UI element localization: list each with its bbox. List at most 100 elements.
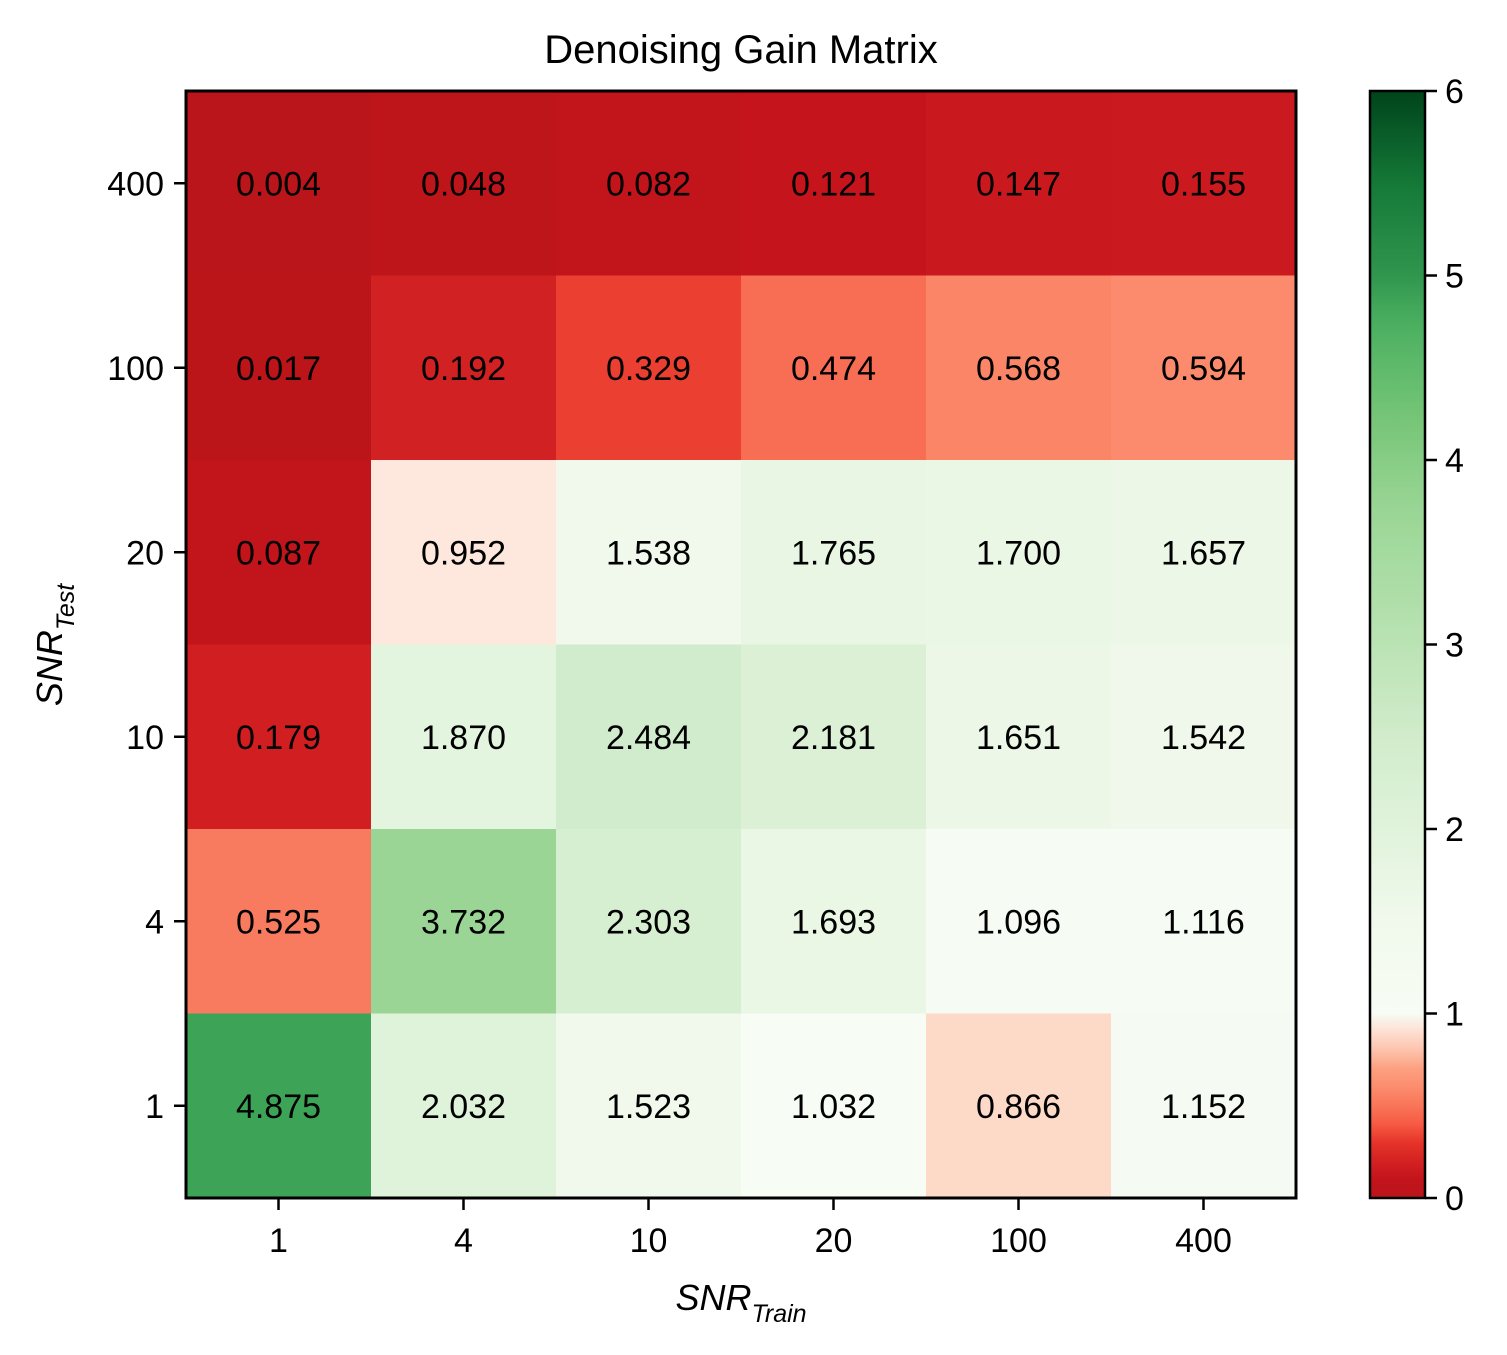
cell-value-label: 0.155	[1161, 165, 1246, 203]
heatmap-cell	[186, 644, 372, 830]
cell-value-label: 0.147	[976, 165, 1061, 203]
cell-value-label: 1.765	[791, 534, 876, 572]
heatmap-cell	[371, 91, 557, 276]
cell-value-label: 0.525	[236, 903, 321, 941]
heatmap-cell	[741, 91, 927, 276]
cell-value-label: 2.484	[606, 719, 691, 757]
heatmap-cell	[926, 460, 1112, 645]
x-axis-ticks: 1 4 10 20 100 400	[269, 1198, 1232, 1260]
heatmap-cell	[1111, 275, 1297, 461]
colorbar-tick-label: 6	[1445, 73, 1464, 111]
y-tick-label: 4	[145, 903, 164, 941]
heatmap-cell	[741, 1013, 927, 1199]
heatmap-cell	[186, 91, 372, 276]
heatmap-cell	[371, 275, 557, 461]
colorbar-tick-label: 5	[1445, 258, 1464, 296]
heatmap-cell	[371, 460, 557, 645]
heatmap-cell	[926, 91, 1112, 276]
heatmap-cell-labels: 0.004 0.048 0.082 0.121 0.147 0.155 0.017 0.192…	[236, 165, 1246, 1126]
cell-value-label: 0.082	[606, 165, 691, 203]
heatmap-cell	[371, 1013, 557, 1199]
cell-value-label: 1.870	[421, 719, 506, 757]
x-tick-label: 4	[454, 1222, 473, 1260]
cell-value-label: 1.542	[1161, 719, 1246, 757]
y-axis-label: SNRTest	[29, 583, 80, 706]
cell-value-label: 0.087	[236, 534, 321, 572]
heatmap-cell	[741, 829, 927, 1014]
cell-value-label: 0.568	[976, 350, 1061, 388]
heatmap-cell	[926, 275, 1112, 461]
heatmap-cell	[1111, 460, 1297, 645]
heatmap-cell	[926, 829, 1112, 1014]
heatmap-cell	[1111, 91, 1297, 276]
heatmap-cell	[1111, 1013, 1297, 1199]
cell-value-label: 0.179	[236, 719, 321, 757]
heatmap-cell	[926, 644, 1112, 830]
heatmap-cell	[741, 460, 927, 645]
cell-value-label: 2.032	[421, 1088, 506, 1126]
cell-value-label: 0.474	[791, 350, 876, 388]
colorbar-tick-label: 0	[1445, 1180, 1464, 1218]
heatmap-cell	[741, 275, 927, 461]
chart-title: Denoising Gain Matrix	[544, 28, 938, 72]
y-axis-ticks: 400 100 20 10 4 1	[107, 165, 186, 1126]
cell-value-label: 1.700	[976, 534, 1061, 572]
cell-value-label: 0.004	[236, 165, 321, 203]
heatmap-cell	[186, 1013, 372, 1199]
cell-value-label: 2.181	[791, 719, 876, 757]
cell-value-label: 1.651	[976, 719, 1061, 757]
heatmap-cell	[556, 1013, 742, 1199]
heatmap-cell	[556, 91, 742, 276]
cell-value-label: 3.732	[421, 903, 506, 941]
x-axis-label-subscript: Train	[751, 1300, 806, 1328]
cell-value-label: 0.121	[791, 165, 876, 203]
cell-value-label: 1.032	[791, 1088, 876, 1126]
heatmap-cells	[186, 91, 1297, 1199]
cell-value-label: 1.523	[606, 1088, 691, 1126]
cell-value-label: 0.048	[421, 165, 506, 203]
cell-value-label: 1.152	[1161, 1088, 1246, 1126]
colorbar	[1368, 89, 1427, 1200]
colorbar-tick-label: 4	[1445, 442, 1464, 480]
heatmap-cell	[186, 275, 372, 461]
cell-value-label: 0.594	[1161, 350, 1246, 388]
colorbar-ticks: 0 1 2 3 4 5 6	[1425, 73, 1464, 1218]
heatmap-cell	[556, 460, 742, 645]
y-axis-label-base: SNR	[29, 630, 70, 706]
x-axis-label: SNRTrain	[675, 1277, 806, 1328]
heatmap-cell	[186, 829, 372, 1014]
heatmap-cell	[556, 644, 742, 830]
heatmap-cell	[1111, 644, 1297, 830]
cell-value-label: 0.192	[421, 350, 506, 388]
heatmap-cell	[371, 829, 557, 1014]
y-axis-label-subscript: Test	[52, 583, 80, 630]
x-axis-label-base: SNR	[675, 1277, 751, 1318]
cell-value-label: 0.017	[236, 350, 321, 388]
x-tick-label: 20	[815, 1222, 853, 1260]
y-tick-label: 10	[126, 719, 164, 757]
heatmap-cell	[186, 460, 372, 645]
colorbar-tick-label: 1	[1445, 996, 1464, 1034]
cell-value-label: 1.538	[606, 534, 691, 572]
heatmap-cell	[926, 1013, 1112, 1199]
heatmap-cell	[1111, 829, 1297, 1014]
y-tick-label: 20	[126, 534, 164, 572]
cell-value-label: 2.303	[606, 903, 691, 941]
x-tick-label: 10	[630, 1222, 668, 1260]
cell-value-label: 4.875	[236, 1088, 321, 1126]
y-tick-label: 1	[145, 1088, 164, 1126]
cell-value-label: 0.952	[421, 534, 506, 572]
colorbar-tick-label: 2	[1445, 811, 1464, 849]
heatmap-cell	[371, 644, 557, 830]
heatmap-cell	[741, 644, 927, 830]
y-tick-label: 100	[107, 350, 164, 388]
x-tick-label: 100	[990, 1222, 1047, 1260]
plot-frame	[184, 89, 1298, 1200]
cell-value-label: 0.329	[606, 350, 691, 388]
cell-value-label: 1.116	[1162, 903, 1245, 941]
x-tick-label: 1	[269, 1222, 288, 1260]
colorbar-tick-label: 3	[1445, 627, 1464, 665]
y-tick-label: 400	[107, 165, 164, 203]
cell-value-label: 1.657	[1161, 534, 1246, 572]
